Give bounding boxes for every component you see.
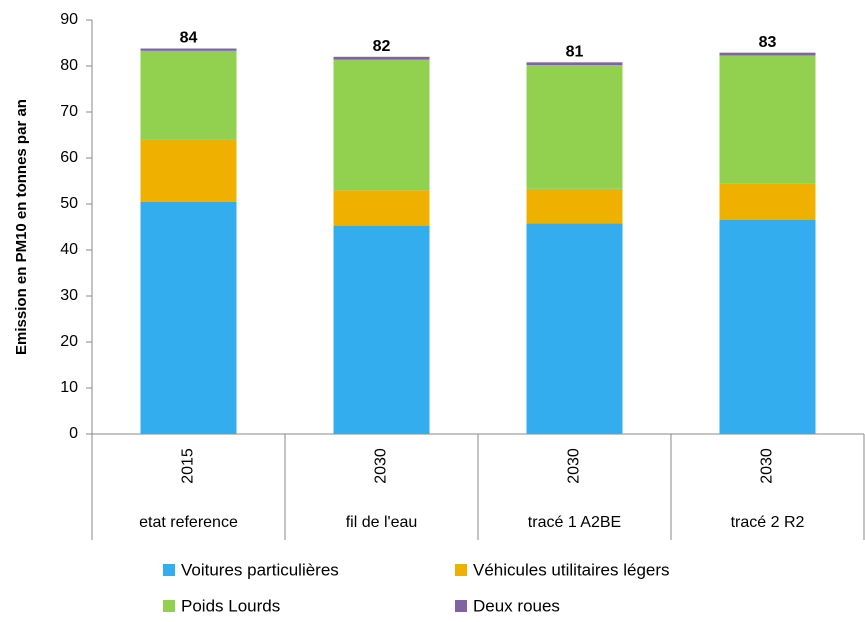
x-tick-label: etat reference bbox=[139, 514, 238, 531]
total-label: 82 bbox=[373, 38, 391, 55]
bar-segment bbox=[719, 183, 816, 220]
legend-label: Deux roues bbox=[473, 596, 560, 615]
bar-segment bbox=[333, 59, 430, 191]
bar-segment bbox=[719, 52, 816, 56]
y-tick-label: 60 bbox=[60, 149, 78, 166]
y-tick-label: 30 bbox=[60, 287, 78, 304]
x-year-label: 2030 bbox=[566, 448, 583, 484]
total-label: 83 bbox=[759, 34, 777, 51]
legend-swatch bbox=[163, 600, 175, 612]
y-axis-title: Emission en PM10 en tonnes par an bbox=[13, 99, 30, 355]
x-year-label: 2015 bbox=[180, 448, 197, 484]
legend-swatch bbox=[163, 564, 175, 576]
bar-segment bbox=[719, 219, 816, 434]
x-year-label: 2030 bbox=[373, 448, 390, 484]
bar-segment bbox=[526, 65, 623, 189]
legend-label: Poids Lourds bbox=[181, 596, 280, 615]
bar-segment bbox=[333, 56, 430, 60]
x-year-label: 2030 bbox=[759, 448, 776, 484]
bar-segment bbox=[526, 188, 623, 224]
y-tick-label: 70 bbox=[60, 103, 78, 120]
bar-segment bbox=[140, 201, 237, 434]
x-tick-label: tracé 1 A2BE bbox=[528, 514, 621, 531]
total-label: 84 bbox=[180, 30, 198, 47]
x-tick-label: tracé 2 R2 bbox=[731, 514, 805, 531]
bar-segment bbox=[526, 223, 623, 434]
bar-segment bbox=[333, 190, 430, 226]
total-label: 81 bbox=[566, 44, 584, 61]
y-tick-label: 90 bbox=[60, 11, 78, 28]
y-tick-label: 10 bbox=[60, 379, 78, 396]
x-tick-label: fil de l'eau bbox=[346, 514, 418, 531]
y-tick-label: 20 bbox=[60, 333, 78, 350]
bar-segment bbox=[333, 225, 430, 434]
legend-swatch bbox=[455, 564, 467, 576]
y-tick-label: 80 bbox=[60, 57, 78, 74]
y-tick-label: 50 bbox=[60, 195, 78, 212]
bar-segment bbox=[526, 62, 623, 66]
legend-swatch bbox=[455, 600, 467, 612]
legend-label: Véhicules utilitaires légers bbox=[473, 560, 670, 579]
bar-segment bbox=[140, 50, 237, 140]
bar-segment bbox=[140, 139, 237, 202]
bar-segment bbox=[140, 48, 237, 51]
y-tick-label: 0 bbox=[69, 425, 78, 442]
bar-segment bbox=[719, 55, 816, 184]
legend-label: Voitures particulières bbox=[181, 560, 339, 579]
y-tick-label: 40 bbox=[60, 241, 78, 258]
